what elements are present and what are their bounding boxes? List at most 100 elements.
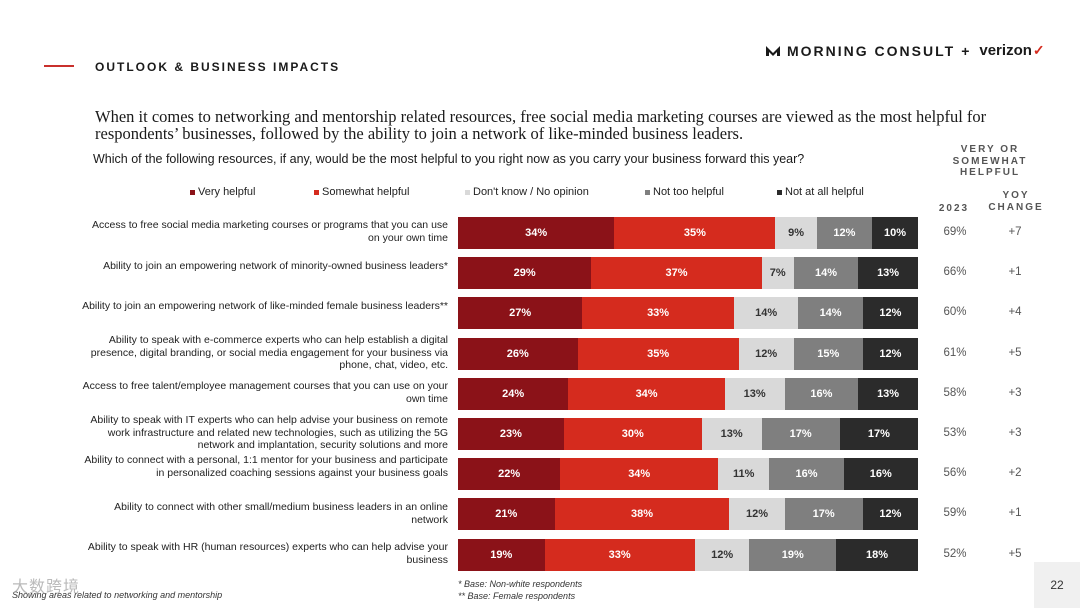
bar-segment: 26% (458, 337, 578, 370)
bar-segment: 16% (769, 458, 844, 491)
bar-segment: 21% (458, 498, 555, 531)
yoy-change-value: +3 (1008, 427, 1022, 439)
legend-item-4: Not at all helpful (777, 186, 864, 198)
category-label: Ability to connect with a personal, 1:1 … (84, 454, 448, 479)
bar-segment: 7% (761, 257, 794, 290)
bar-segment: 12% (816, 217, 872, 249)
legend-swatch (645, 189, 650, 195)
section-title: OUTLOOK & BUSINESS IMPACTS (95, 60, 341, 74)
footnote-showing: Showing areas related to networking and … (12, 590, 223, 600)
footnote-base-2: ** Base: Female respondents (458, 591, 576, 601)
logo-brand-text: MORNING CONSULT (787, 42, 956, 59)
helpful-column-header: VERY OR SOMEWHAT HELPFUL (952, 144, 1028, 178)
bar-segment: 13% (858, 257, 918, 290)
bar-segment: 13% (701, 418, 762, 450)
category-label: Ability to connect with other small/medi… (114, 501, 448, 526)
legend-item-3: Not too helpful (645, 186, 724, 198)
slide-headline: When it comes to networking and mentorsh… (95, 107, 987, 143)
bar-segment: 16% (784, 377, 859, 410)
bar-segment: 34% (560, 458, 719, 491)
bar-segment: 14% (734, 297, 799, 330)
yoy-change-value: +5 (1008, 547, 1022, 560)
verizon-check-icon: ✓ (1032, 42, 1047, 58)
helpful-2023-value: 66% (943, 266, 967, 279)
bar-segment: 12% (862, 498, 918, 531)
legend-swatch (314, 189, 319, 195)
bar-segment: 9% (775, 217, 817, 249)
yoy-change-value: +2 (1008, 467, 1022, 480)
legend-swatch (190, 189, 195, 195)
yoy-change-value: +1 (1008, 507, 1022, 520)
bar-segment: 14% (798, 297, 863, 330)
bar-segment: 12% (738, 337, 794, 370)
category-label: Ability to join an empowering network of… (82, 300, 448, 312)
helpful-2023-value: 56% (943, 467, 967, 480)
bar-segment: 34% (458, 217, 615, 249)
bar-segment: 33% (544, 538, 695, 571)
logo-partner-text: verizon (979, 42, 1032, 59)
brand-logo: MORNING CONSULT + verizon ✓ (765, 42, 1047, 59)
bar-segment: 10% (872, 217, 918, 249)
bar-segment: 17% (784, 498, 863, 531)
bar-segment: 12% (862, 337, 918, 370)
bar-segment: 15% (793, 337, 863, 370)
category-label: Ability to speak with e-commerce experts… (90, 334, 448, 371)
bar-segment: 37% (591, 257, 762, 290)
bar-segment: 19% (458, 538, 545, 571)
category-label: Ability to speak with HR (human resource… (87, 541, 448, 566)
legend-swatch (465, 189, 470, 195)
legend-swatch (777, 189, 782, 195)
bar-segment: 34% (568, 377, 725, 410)
category-label: Access to free talent/employee managemen… (82, 380, 448, 405)
section-accent-line (44, 65, 74, 67)
bar-segment: 13% (858, 377, 918, 410)
bar-segment: 24% (458, 377, 569, 410)
yoy-change-value: +1 (1008, 266, 1022, 279)
footnote-bases: * Base: Non-white respondents ** Base: F… (458, 578, 582, 602)
legend-label: Not too helpful (653, 186, 724, 198)
legend-label: Very helpful (198, 186, 256, 198)
bar-segment: 12% (729, 498, 785, 531)
logo-plus: + (961, 42, 972, 59)
bar-segment: 14% (793, 257, 859, 290)
bar-segment: 19% (749, 538, 837, 571)
bar-segment: 13% (724, 377, 785, 410)
bar-segment: 30% (563, 418, 702, 450)
watermark: 大数跨境 (12, 579, 81, 596)
bar-segment: 18% (836, 538, 918, 571)
helpful-2023-value: 58% (943, 386, 967, 399)
category-label: Ability to speak with IT experts who can… (90, 414, 448, 451)
bar-segment: 12% (862, 297, 918, 330)
page-number-box (1034, 562, 1080, 608)
bar-segment: 33% (582, 297, 734, 330)
category-label: Ability to join an empowering network of… (103, 260, 448, 272)
legend-label: Not at all helpful (785, 186, 864, 198)
helpful-2023-value: 53% (943, 427, 967, 439)
legend-item-2: Don't know / No opinion (465, 186, 589, 198)
yoy-change-value: +7 (1008, 226, 1022, 238)
bar-segment: 35% (577, 337, 739, 370)
bar-segment: 12% (694, 538, 750, 571)
helpful-2023-value: 69% (943, 226, 967, 238)
bar-segment: 22% (458, 458, 561, 491)
category-label: Access to free social media marketing co… (92, 219, 448, 244)
page-number: 22 (1050, 578, 1064, 592)
bar-segment: 23% (458, 418, 564, 450)
helpful-2023-value: 60% (943, 306, 967, 319)
bar-segment: 16% (843, 458, 918, 491)
bar-segment: 29% (458, 257, 592, 290)
bar-segment: 38% (554, 498, 730, 531)
bar-segment: 11% (718, 458, 770, 491)
yoy-change-value: +4 (1008, 306, 1022, 319)
yoy-change-value: +3 (1008, 386, 1022, 399)
legend-label: Somewhat helpful (322, 186, 410, 198)
legend-label: Don't know / No opinion (473, 186, 589, 198)
footnote-base-1: * Base: Non-white respondents (458, 579, 583, 589)
legend-item-0: Very helpful (190, 186, 255, 198)
yoy-change-value: +5 (1008, 346, 1022, 359)
bar-segment: 17% (839, 418, 918, 450)
bar-segment: 27% (458, 297, 583, 330)
helpful-2023-value: 59% (943, 507, 967, 520)
yoy-column-header: YOY CHANGE (988, 190, 1044, 213)
